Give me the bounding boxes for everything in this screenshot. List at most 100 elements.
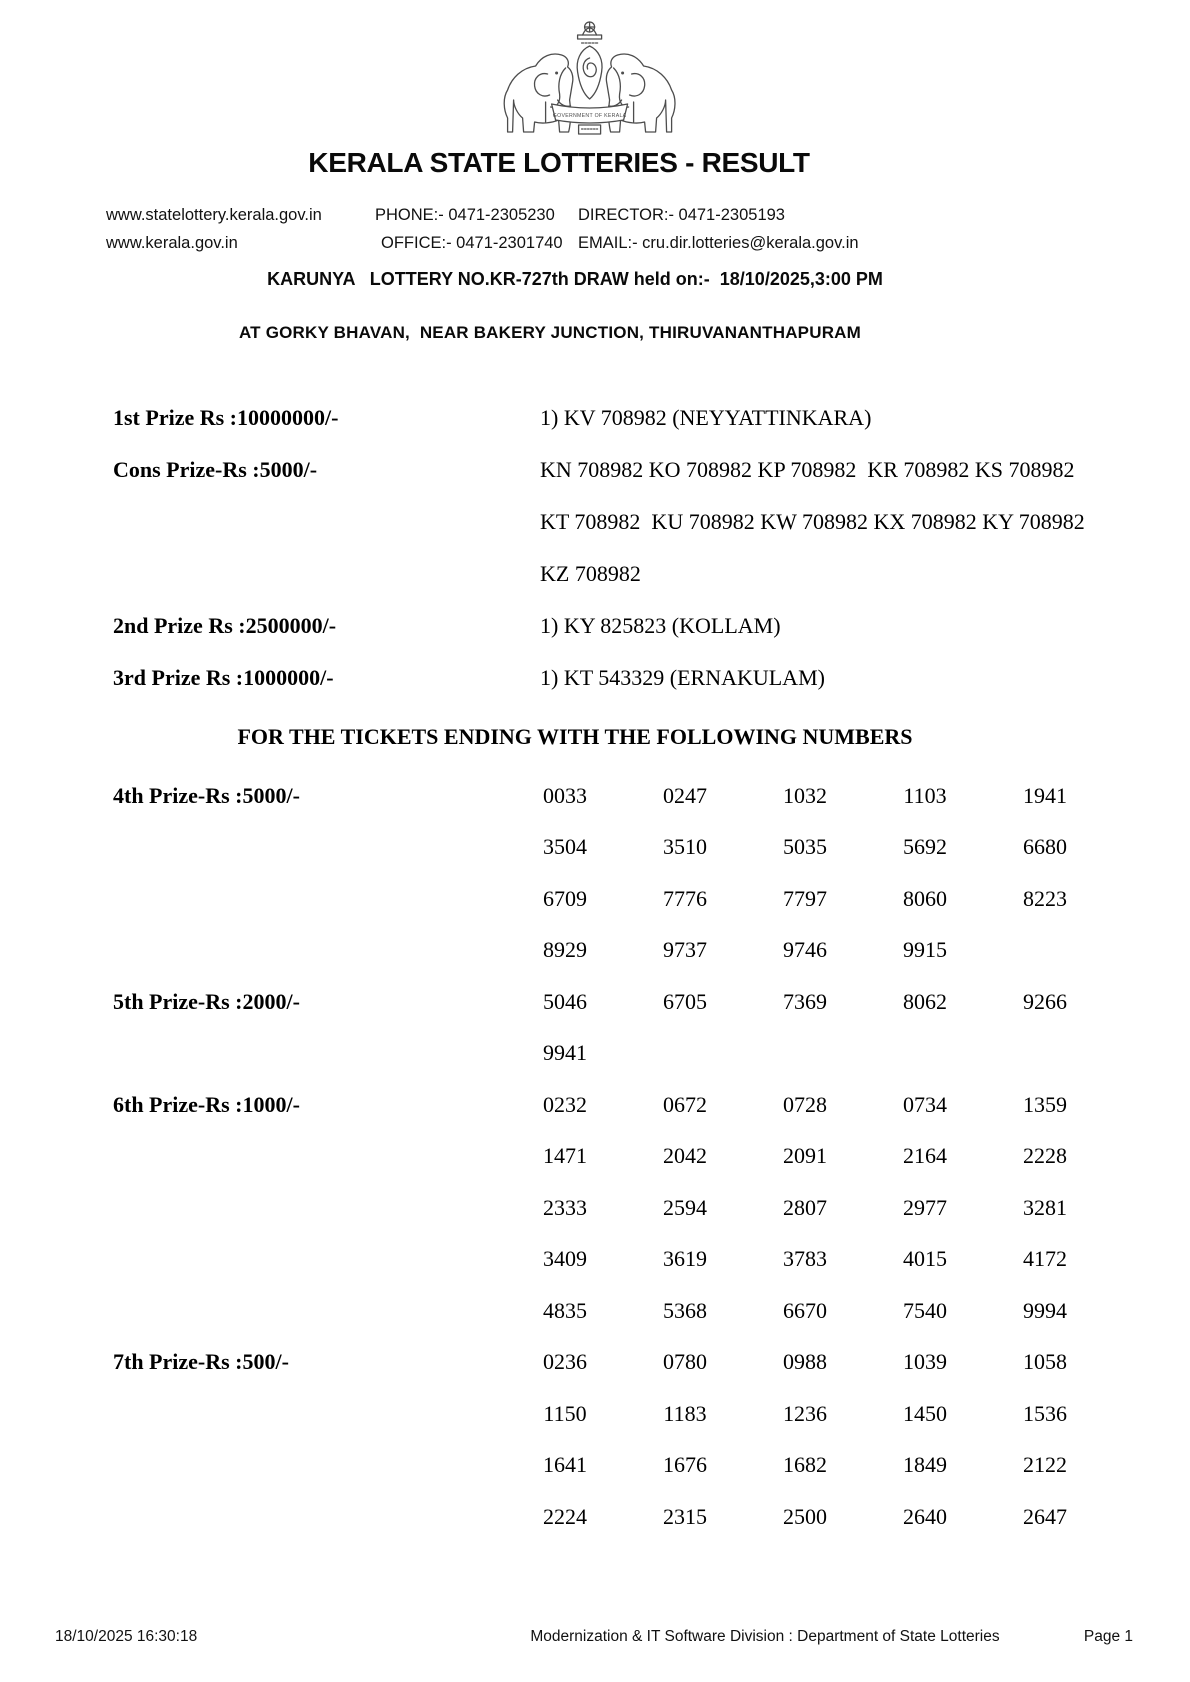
ticket-number-cells: 5046 6705 7369 8062 9266 (505, 976, 1105, 1028)
conch-shield-icon (576, 45, 603, 100)
ticket-number: 0033 (543, 782, 587, 808)
ticket-number: 9737 (663, 937, 707, 963)
ticket-number-row: 2224 2315 2500 2640 2647 (0, 1491, 1190, 1543)
ticket-number: 9266 (1023, 988, 1067, 1014)
ticket-number-cells: 1471 2042 2091 2164 2228 (505, 1131, 1105, 1183)
ticket-number: 2500 (783, 1503, 827, 1529)
ticket-number: 2647 (1023, 1503, 1067, 1529)
draw-venue: AT GORKY BHAVAN, NEAR BAKERY JUNCTION, T… (238, 323, 862, 342)
ticket-number-row: 1641 1676 1682 1849 2122 (0, 1440, 1190, 1492)
ticket-number-cells: 3504 3510 5035 5692 6680 (505, 822, 1105, 874)
ticket-number: 7369 (783, 988, 827, 1014)
ticket-number-row: 4835 5368 6670 7540 9994 (0, 1285, 1190, 1337)
ticket-number: 1450 (903, 1400, 947, 1426)
ticket-number: 2807 (783, 1194, 827, 1220)
ticket-number: 1471 (543, 1143, 587, 1169)
prize-winners: KN 708982 KO 708982 KP 708982 KR 708982 … (540, 444, 1170, 600)
ticket-number: 9746 (783, 937, 827, 963)
email-address: EMAIL:- cru.dir.lotteries@kerala.gov.in (578, 234, 859, 252)
website-link-kerala: www.kerala.gov.in (106, 234, 238, 252)
winner-line: 1) KV 708982 (NEYYATTINKARA) (540, 405, 872, 430)
ticket-number: 6670 (783, 1297, 827, 1323)
prize-winners: 1) KV 708982 (NEYYATTINKARA) (540, 392, 1170, 444)
winner-line: KN 708982 KO 708982 KP 708982 KR 708982 … (540, 457, 1075, 482)
ticket-number: 8062 (903, 988, 947, 1014)
ticket-number: 1641 (543, 1452, 587, 1478)
ticket-number: 2977 (903, 1194, 947, 1220)
prize-label: 2nd Prize Rs :2500000/- (113, 613, 337, 638)
ticket-number-row: 7th Prize-Rs :500/- 0236 0780 0988 1039 1058 (0, 1337, 1190, 1389)
section-heading: FOR THE TICKETS ENDING WITH THE FOLLOWIN… (237, 724, 913, 749)
ticket-number-cells: 4835 5368 6670 7540 9994 (505, 1285, 1105, 1337)
ticket-number: 4172 (1023, 1246, 1067, 1272)
ending-prize-rows: 4th Prize-Rs :5000/- 0033 0247 1032 1103 1941… (0, 770, 1190, 1543)
prize-winners: 1) KT 543329 (ERNAKULAM) (540, 652, 1170, 704)
ticket-number: 1359 (1023, 1091, 1067, 1117)
banner-ribbon-icon: GOVERNMENT OF KERALA (550, 103, 629, 135)
ticket-number-cells: 1641 1676 1682 1849 2122 (505, 1440, 1105, 1492)
ticket-number: 7797 (783, 885, 827, 911)
ticket-number: 9915 (903, 937, 947, 963)
draw-title: KARUNYA LOTTERY NO.KR-727th DRAW held on… (267, 269, 883, 289)
ticket-number: 6709 (543, 885, 587, 911)
ticket-number-row: 5th Prize-Rs :2000/- 5046 6705 7369 8062 9266 (0, 976, 1190, 1028)
ticket-number-cells: 3409 3619 3783 4015 4172 (505, 1234, 1105, 1286)
ticket-number: 3783 (783, 1246, 827, 1272)
ticket-number-row: 2333 2594 2807 2977 3281 (0, 1182, 1190, 1234)
ticket-number-row: 8929 9737 9746 9915 (0, 925, 1190, 977)
ticket-number: 1682 (783, 1452, 827, 1478)
ticket-number: 0236 (543, 1349, 587, 1375)
ticket-number: 0247 (663, 782, 707, 808)
winner-line: KT 708982 KU 708982 KW 708982 KX 708982 … (540, 509, 1085, 534)
ticket-number: 4835 (543, 1297, 587, 1323)
ticket-number: 1236 (783, 1400, 827, 1426)
director-phone-number: DIRECTOR:- 0471-2305193 (578, 206, 785, 224)
ticket-number: 7776 (663, 885, 707, 911)
ticket-number: 2122 (1023, 1452, 1067, 1478)
ticket-number-row: 9941 (0, 1028, 1190, 1080)
prize-label: 7th Prize-Rs :500/- (113, 1349, 289, 1375)
ticket-number: 2042 (663, 1143, 707, 1169)
ticket-number: 1058 (1023, 1349, 1067, 1375)
ticket-number: 1183 (663, 1400, 707, 1426)
ticket-number: 2640 (903, 1503, 947, 1529)
ticket-number-cells: 0232 0672 0728 0734 1359 (505, 1079, 1105, 1131)
ticket-number-cells: 8929 9737 9746 9915 (505, 925, 1105, 977)
ticket-number-row: 3409 3619 3783 4015 4172 (0, 1234, 1190, 1286)
ticket-number: 9941 (543, 1040, 587, 1066)
page-title: KERALA STATE LOTTERIES - RESULT (308, 147, 810, 178)
website-link-statelottery: www.statelottery.kerala.gov.in (106, 206, 322, 224)
ticket-number: 1941 (1023, 782, 1067, 808)
prize-label: 1st Prize Rs :10000000/- (113, 405, 339, 430)
lion-capital-icon (576, 21, 603, 44)
ticket-number: 3409 (543, 1246, 587, 1272)
ticket-number: 3281 (1023, 1194, 1067, 1220)
government-emblem-icon: GOVERNMENT OF KERALA (500, 8, 680, 142)
ticket-number: 0728 (783, 1091, 827, 1117)
ticket-number: 1032 (783, 782, 827, 808)
winner-line: 1) KY 825823 (KOLLAM) (540, 613, 781, 638)
ticket-number: 2164 (903, 1143, 947, 1169)
footer-division: Modernization & IT Software Division : D… (530, 1628, 1000, 1645)
ticket-number: 5368 (663, 1297, 707, 1323)
ticket-number: 0672 (663, 1091, 707, 1117)
footer-timestamp: 18/10/2025 16:30:18 (55, 1628, 198, 1645)
winner-line: 1) KT 543329 (ERNAKULAM) (540, 665, 825, 690)
phone-number: PHONE:- 0471-2305230 (375, 206, 555, 224)
winner-line: KZ 708982 (540, 561, 641, 586)
ticket-number-row: 1150 1183 1236 1450 1536 (0, 1388, 1190, 1440)
ticket-number-cells: 2333 2594 2807 2977 3281 (505, 1182, 1105, 1234)
ticket-number: 8223 (1023, 885, 1067, 911)
ticket-number: 0988 (783, 1349, 827, 1375)
ticket-number-cells: 0033 0247 1032 1103 1941 (505, 770, 1105, 822)
ticket-number-row: 1471 2042 2091 2164 2228 (0, 1131, 1190, 1183)
ticket-number: 6680 (1023, 834, 1067, 860)
ticket-number-row: 6th Prize-Rs :1000/- 0232 0672 0728 0734 1359 (0, 1079, 1190, 1131)
ticket-number-cells: 2224 2315 2500 2640 2647 (505, 1491, 1105, 1543)
ticket-number: 1676 (663, 1452, 707, 1478)
prize-label: Cons Prize-Rs :5000/- (113, 457, 318, 482)
ticket-number: 1039 (903, 1349, 947, 1375)
ticket-number: 2333 (543, 1194, 587, 1220)
page-footer: 18/10/2025 16:30:18 Modernization & IT S… (0, 1628, 1190, 1652)
footer-page-number: Page 1 (1083, 1628, 1133, 1645)
